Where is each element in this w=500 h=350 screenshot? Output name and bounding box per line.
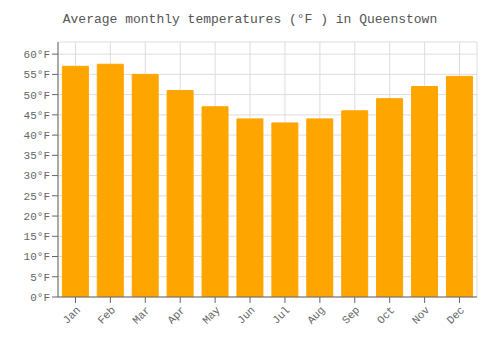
svg-text:May: May bbox=[200, 304, 223, 327]
svg-text:5°F: 5°F bbox=[30, 272, 50, 284]
svg-text:30°F: 30°F bbox=[24, 170, 50, 182]
svg-text:Dec: Dec bbox=[445, 304, 467, 326]
svg-text:50°F: 50°F bbox=[24, 90, 50, 102]
svg-text:Nov: Nov bbox=[410, 304, 433, 327]
svg-text:35°F: 35°F bbox=[24, 150, 50, 162]
svg-text:Apr: Apr bbox=[165, 304, 187, 326]
svg-text:20°F: 20°F bbox=[24, 211, 50, 223]
svg-text:Sep: Sep bbox=[340, 304, 362, 326]
svg-text:Jun: Jun bbox=[235, 304, 257, 326]
svg-text:60°F: 60°F bbox=[24, 49, 50, 61]
svg-text:Jan: Jan bbox=[61, 304, 83, 326]
svg-text:Oct: Oct bbox=[375, 304, 397, 326]
svg-text:Jul: Jul bbox=[270, 304, 292, 326]
svg-text:Mar: Mar bbox=[130, 304, 152, 326]
svg-text:40°F: 40°F bbox=[24, 130, 50, 142]
svg-text:45°F: 45°F bbox=[24, 110, 50, 122]
svg-text:25°F: 25°F bbox=[24, 191, 50, 203]
svg-text:15°F: 15°F bbox=[24, 231, 50, 243]
svg-text:55°F: 55°F bbox=[24, 69, 50, 81]
svg-text:10°F: 10°F bbox=[24, 251, 50, 263]
svg-text:Feb: Feb bbox=[96, 304, 118, 326]
svg-text:Aug: Aug bbox=[305, 304, 327, 326]
html-text:Average monthly temperatures (: Average monthly temperatures (°F ) in Qu… bbox=[62, 12, 438, 27]
svg-text:0°F: 0°F bbox=[30, 292, 50, 304]
